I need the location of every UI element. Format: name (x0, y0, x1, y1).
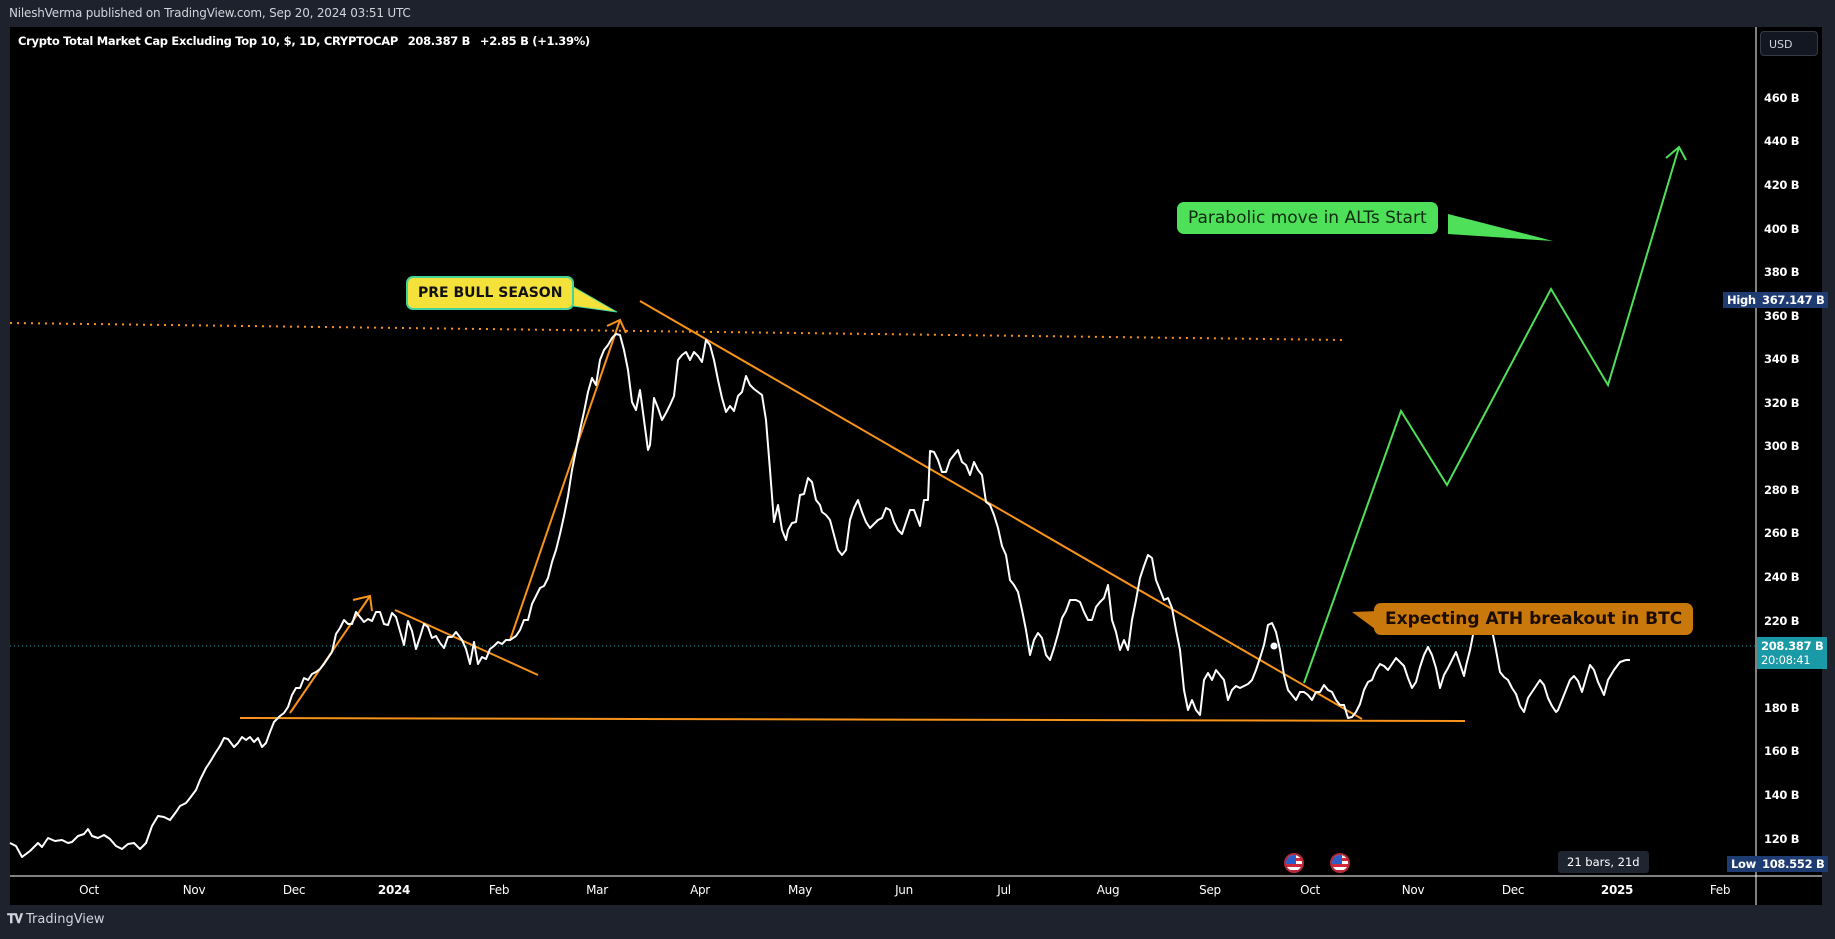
price-change: +2.85 B (+1.39%) (479, 34, 590, 48)
price-tick: 140 B (1764, 788, 1800, 802)
last-price: 208.387 B (407, 34, 471, 48)
time-tick: Nov (182, 883, 206, 897)
time-tick: Aug (1096, 883, 1120, 897)
bar-countdown: 20:08:41 (1761, 653, 1811, 667)
support-line[interactable] (239, 717, 1466, 722)
price-tick: 460 B (1764, 91, 1800, 105)
time-tick: Mar (586, 883, 608, 897)
tradingview-logo[interactable]: 𝐓𝐕 TradingView (7, 912, 105, 927)
time-tick: Oct (1300, 883, 1320, 897)
current-price-tag: 208.387 B 20:08:41 (1757, 637, 1828, 669)
projection-path[interactable] (1303, 146, 1680, 684)
time-tick: Jul (997, 883, 1011, 897)
low-value-tag: 108.552 B (1758, 856, 1829, 872)
time-tick: May (788, 883, 812, 897)
price-tick: 320 B (1764, 396, 1800, 410)
ath-tail (1352, 611, 1379, 632)
callout-ath-breakout[interactable]: Expecting ATH breakout in BTC (1374, 603, 1694, 635)
price-tick: 400 B (1764, 222, 1800, 236)
current-price-value: 208.387 B (1761, 639, 1824, 653)
callout-parabolic-move[interactable]: Parabolic move in ALTs Start (1177, 202, 1438, 234)
price-tick: 300 B (1764, 439, 1800, 453)
projection-arrowhead (1665, 145, 1687, 161)
time-tick: Apr (690, 883, 710, 897)
bars-range-label: 21 bars, 21d (1558, 851, 1649, 873)
time-tick: 2025 (1600, 883, 1634, 897)
high-label: High (1723, 292, 1760, 308)
price-tick: 160 B (1764, 744, 1800, 758)
high-value-tag: 367.147 B (1758, 292, 1829, 308)
time-tick: Sep (1199, 883, 1221, 897)
footer-brand: TradingView (26, 912, 105, 927)
price-tick: 280 B (1764, 483, 1800, 497)
price-tick: 180 B (1764, 701, 1800, 715)
parabolic-tail (1448, 214, 1553, 241)
symbol-name: Crypto Total Market Cap Excluding Top 10… (18, 34, 398, 48)
time-tick: Feb (488, 883, 510, 897)
arrow-feb-rally[interactable] (509, 318, 627, 641)
price-tick: 120 B (1764, 832, 1800, 846)
price-line (9, 333, 1630, 858)
price-tick: 240 B (1764, 570, 1800, 584)
time-tick: Dec (1501, 883, 1525, 897)
us-economic-event-icon[interactable] (1284, 853, 1304, 873)
tradingview-mark-icon: 𝐓𝐕 (7, 912, 23, 927)
price-tick: 360 B (1764, 309, 1800, 323)
time-tick: Jun (895, 883, 913, 897)
time-tick: 2024 (377, 883, 411, 897)
price-tick: 220 B (1764, 614, 1800, 628)
time-tick: Feb (1709, 883, 1731, 897)
time-tick: Dec (282, 883, 306, 897)
time-tick: Nov (1401, 883, 1425, 897)
us-economic-event-icon[interactable] (1330, 853, 1350, 873)
publisher-line: NileshVerma published on TradingView.com… (9, 6, 411, 20)
symbol-legend[interactable]: Crypto Total Market Cap Excluding Top 10… (18, 34, 596, 48)
descending-trendline[interactable] (639, 300, 1363, 720)
price-tick: 380 B (1764, 265, 1800, 279)
dotted-resistance-line[interactable] (9, 322, 1346, 341)
low-label: Low (1727, 856, 1760, 872)
price-tick: 340 B (1764, 352, 1800, 366)
minor-trendline[interactable] (394, 609, 539, 676)
price-tick: 440 B (1764, 134, 1800, 148)
currency-button[interactable]: USD (1760, 31, 1818, 56)
price-tick: 260 B (1764, 526, 1800, 540)
price-tick: 420 B (1764, 178, 1800, 192)
time-tick: Oct (79, 883, 99, 897)
last-price-dot (1270, 642, 1278, 650)
callout-pre-bull-season[interactable]: PRE BULL SEASON (406, 276, 575, 310)
chart-panel[interactable] (10, 27, 1822, 905)
